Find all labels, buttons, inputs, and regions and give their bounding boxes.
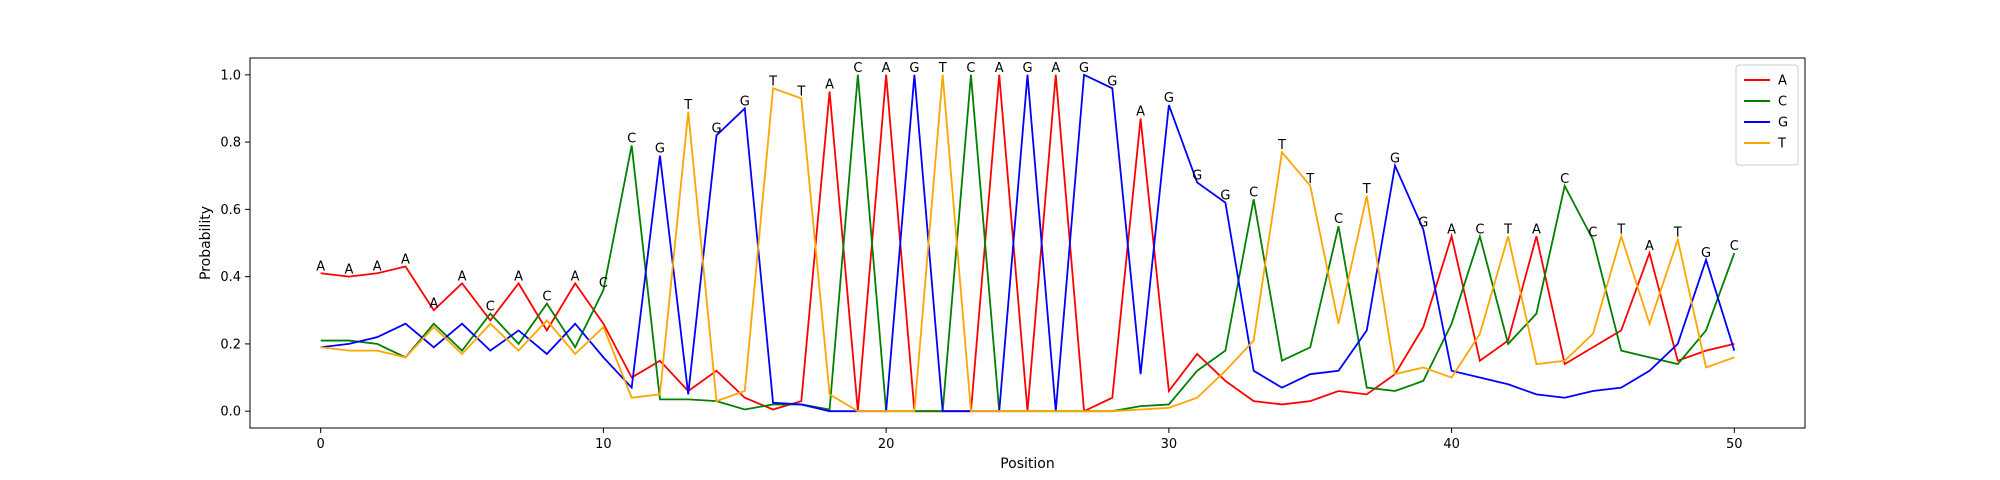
x-axis-label: Position bbox=[1000, 456, 1055, 472]
point-label: A bbox=[882, 61, 891, 76]
point-label: T bbox=[1673, 226, 1682, 241]
point-label: T bbox=[1277, 138, 1286, 153]
point-label: T bbox=[683, 98, 692, 113]
series-line-T bbox=[320, 74, 1735, 413]
axes-frame bbox=[249, 57, 1806, 429]
point-label: C bbox=[853, 61, 862, 76]
point-label: T bbox=[938, 61, 947, 76]
legend-label-A: A bbox=[1778, 74, 1787, 89]
y-tick-label: 0.2 bbox=[220, 337, 241, 352]
point-label: C bbox=[966, 61, 975, 76]
y-tick-label: 0.0 bbox=[220, 405, 241, 420]
point-label: A bbox=[995, 61, 1004, 76]
point-label: G bbox=[711, 121, 721, 136]
point-label: A bbox=[429, 296, 438, 311]
point-label: G bbox=[655, 142, 665, 157]
point-label: G bbox=[1390, 152, 1400, 167]
point-label: G bbox=[1192, 168, 1202, 183]
point-label: G bbox=[1022, 61, 1032, 76]
point-label: A bbox=[825, 78, 834, 93]
legend-label-T: T bbox=[1777, 137, 1786, 152]
legend-label-C: C bbox=[1778, 95, 1787, 110]
point-label: C bbox=[599, 276, 608, 291]
point-label: A bbox=[514, 269, 523, 284]
point-label: G bbox=[1418, 216, 1428, 231]
point-label: T bbox=[1362, 182, 1371, 197]
x-tick-label: 40 bbox=[1443, 437, 1460, 452]
point-label: C bbox=[1249, 185, 1258, 200]
point-label: T bbox=[1503, 222, 1512, 237]
point-label: A bbox=[1447, 222, 1456, 237]
point-label: G bbox=[740, 94, 750, 109]
x-tick-label: 0 bbox=[317, 437, 325, 452]
point-label: A bbox=[345, 263, 354, 278]
point-label: A bbox=[1136, 105, 1145, 120]
x-tick-label: 30 bbox=[1161, 437, 1178, 452]
point-label: C bbox=[542, 290, 551, 305]
series-line-G bbox=[320, 73, 1736, 413]
point-label: G bbox=[1107, 74, 1117, 89]
point-label: C bbox=[1334, 212, 1343, 227]
point-label: C bbox=[1588, 226, 1597, 241]
point-label: G bbox=[909, 61, 919, 76]
legend-label-G: G bbox=[1778, 116, 1788, 131]
point-label: G bbox=[1220, 189, 1230, 204]
point-label: A bbox=[401, 253, 410, 268]
point-label: A bbox=[373, 259, 382, 274]
point-label: C bbox=[1730, 239, 1739, 254]
point-label: T bbox=[768, 74, 777, 89]
y-tick-label: 0.6 bbox=[220, 203, 241, 218]
series-lines bbox=[320, 73, 1736, 413]
y-tick-label: 1.0 bbox=[220, 68, 241, 83]
x-tick-label: 10 bbox=[595, 437, 612, 452]
point-label: T bbox=[1305, 172, 1314, 187]
point-label: G bbox=[1701, 246, 1711, 261]
x-tick-label: 20 bbox=[878, 437, 895, 452]
point-label: G bbox=[1164, 91, 1174, 106]
axis-ticks: 0 10 20 30 40 50 0.0 0.2 0.4 0.6 0.8 1.0 bbox=[220, 68, 1742, 452]
point-label: C bbox=[1560, 172, 1569, 187]
point-label: A bbox=[458, 269, 467, 284]
point-label: A bbox=[1645, 239, 1654, 254]
point-label: A bbox=[571, 269, 580, 284]
point-label: T bbox=[796, 84, 805, 99]
y-tick-label: 0.8 bbox=[220, 136, 241, 151]
x-tick-label: 50 bbox=[1726, 437, 1743, 452]
point-label: A bbox=[316, 259, 325, 274]
point-labels: A A A A A A C A C A C C G T G G T T A C A G T C A G A G G A G G G C T T C T G G… bbox=[316, 61, 1739, 315]
point-label: A bbox=[1051, 61, 1060, 76]
point-label: C bbox=[627, 131, 636, 146]
legend-box bbox=[1735, 64, 1799, 166]
point-label: A bbox=[1532, 222, 1541, 237]
point-label: C bbox=[1475, 222, 1484, 237]
y-axis-label: Probability bbox=[198, 206, 214, 280]
point-label: C bbox=[486, 300, 495, 315]
point-label: T bbox=[1616, 222, 1625, 237]
y-tick-label: 0.4 bbox=[220, 270, 241, 285]
point-label: G bbox=[1079, 61, 1089, 76]
